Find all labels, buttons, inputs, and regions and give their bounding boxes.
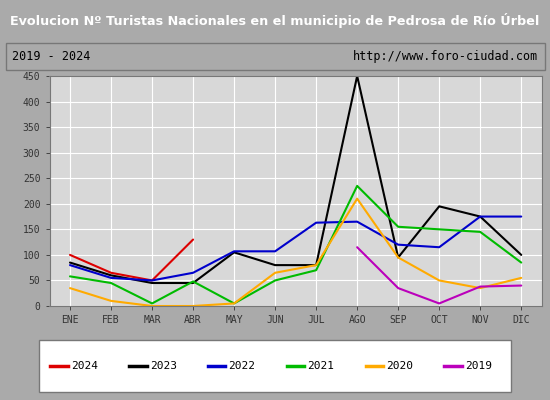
2021 bbox=[231, 301, 238, 306]
2020 bbox=[108, 298, 114, 303]
Line: 2022: 2022 bbox=[70, 216, 521, 280]
2021 bbox=[395, 224, 402, 229]
2023 bbox=[272, 263, 278, 268]
2022 bbox=[67, 263, 73, 268]
2019 bbox=[436, 301, 443, 306]
2020 bbox=[231, 301, 238, 306]
2024 bbox=[108, 270, 114, 275]
2020 bbox=[190, 304, 196, 308]
Text: 2022: 2022 bbox=[228, 361, 256, 371]
Line: 2019: 2019 bbox=[357, 247, 521, 304]
Text: 2021: 2021 bbox=[307, 361, 334, 371]
2020 bbox=[313, 263, 320, 268]
2021 bbox=[477, 230, 483, 234]
Line: 2024: 2024 bbox=[70, 240, 193, 280]
Text: http://www.foro-ciudad.com: http://www.foro-ciudad.com bbox=[353, 50, 538, 63]
2023 bbox=[231, 250, 238, 255]
Text: 2020: 2020 bbox=[386, 361, 413, 371]
2020 bbox=[272, 270, 278, 275]
2022 bbox=[518, 214, 525, 219]
2020 bbox=[67, 286, 73, 290]
2019 bbox=[477, 284, 483, 289]
2019 bbox=[354, 245, 360, 250]
2020 bbox=[477, 286, 483, 290]
2023 bbox=[477, 214, 483, 219]
2022 bbox=[436, 245, 443, 250]
2022 bbox=[477, 214, 483, 219]
2023 bbox=[148, 281, 155, 286]
2022 bbox=[231, 249, 238, 254]
2023 bbox=[108, 273, 114, 278]
2023 bbox=[395, 255, 402, 260]
Text: 2019: 2019 bbox=[465, 361, 492, 371]
2022 bbox=[148, 278, 155, 283]
Text: 2024: 2024 bbox=[71, 361, 98, 371]
2022 bbox=[190, 270, 196, 275]
2020 bbox=[436, 278, 443, 283]
2021 bbox=[272, 278, 278, 283]
2022 bbox=[313, 220, 320, 225]
2023 bbox=[190, 281, 196, 286]
2024 bbox=[67, 252, 73, 257]
Text: 2023: 2023 bbox=[150, 361, 177, 371]
2023 bbox=[518, 252, 525, 257]
2022 bbox=[354, 219, 360, 224]
2020 bbox=[354, 196, 360, 201]
2021 bbox=[108, 281, 114, 286]
2021 bbox=[313, 268, 320, 273]
2019 bbox=[395, 286, 402, 290]
2024 bbox=[148, 278, 155, 283]
2023 bbox=[67, 260, 73, 265]
2024 bbox=[190, 237, 196, 242]
2020 bbox=[148, 304, 155, 308]
2023 bbox=[436, 204, 443, 209]
2020 bbox=[395, 255, 402, 260]
2023 bbox=[313, 263, 320, 268]
Text: Evolucion Nº Turistas Nacionales en el municipio de Pedrosa de Río Úrbel: Evolucion Nº Turistas Nacionales en el m… bbox=[10, 14, 540, 28]
Line: 2023: 2023 bbox=[70, 76, 521, 283]
Text: 2019 - 2024: 2019 - 2024 bbox=[12, 50, 90, 63]
2021 bbox=[148, 301, 155, 306]
2020 bbox=[518, 276, 525, 280]
Line: 2020: 2020 bbox=[70, 199, 521, 306]
2021 bbox=[518, 260, 525, 265]
2021 bbox=[67, 274, 73, 279]
2021 bbox=[190, 279, 196, 284]
2022 bbox=[108, 276, 114, 280]
2021 bbox=[354, 184, 360, 188]
2022 bbox=[395, 242, 402, 247]
2023 bbox=[354, 74, 360, 78]
2021 bbox=[436, 227, 443, 232]
2019 bbox=[518, 283, 525, 288]
2022 bbox=[272, 249, 278, 254]
Line: 2021: 2021 bbox=[70, 186, 521, 304]
